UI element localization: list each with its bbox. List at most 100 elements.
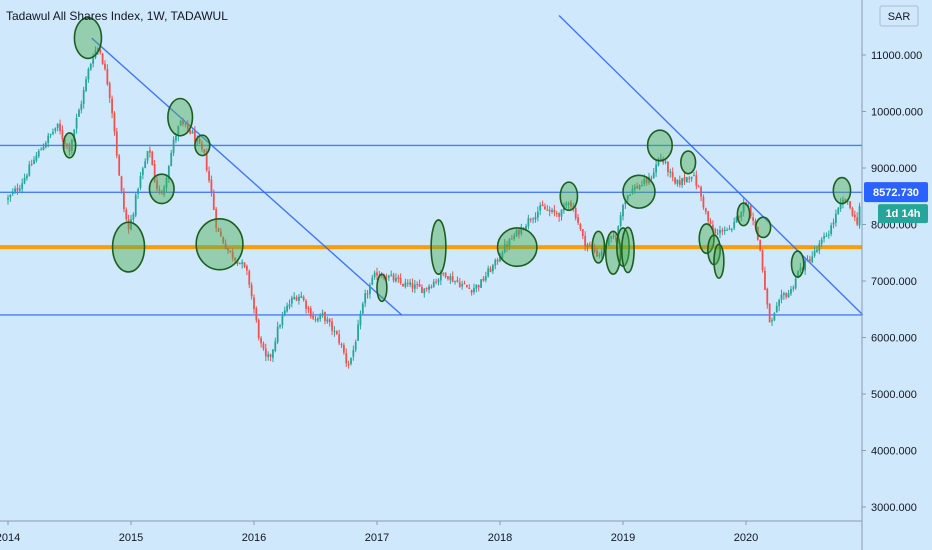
candle-body-320 — [764, 270, 766, 290]
y-tick-label-5: 6000.000 — [871, 333, 917, 345]
candle-body-255 — [610, 236, 613, 239]
candle-body-266 — [636, 186, 639, 189]
candle-body-346 — [825, 236, 828, 238]
candle-body-308 — [735, 216, 738, 223]
candle-body-352 — [839, 203, 842, 209]
candle-body-131 — [316, 318, 319, 321]
candle-body-193 — [463, 283, 466, 285]
candle-body-290 — [693, 175, 695, 177]
candle-body-69 — [170, 152, 173, 166]
candle-body-165 — [397, 277, 400, 279]
candle-body-348 — [830, 225, 833, 234]
countdown-badge — [878, 204, 928, 224]
candle-body-169 — [406, 282, 409, 284]
candle-body-149 — [359, 313, 362, 326]
candle-body-85 — [208, 171, 210, 181]
trend-lines-layer — [91, 14, 864, 316]
x-tick-label-2: 2016 — [242, 532, 266, 544]
candle-body-334 — [797, 271, 799, 278]
candle-body-141 — [340, 343, 343, 345]
candle-body-335 — [799, 268, 802, 272]
candle-body-58 — [144, 161, 147, 169]
y-tick-label-1: 10000.000 — [871, 107, 923, 119]
candle-body-274 — [655, 164, 658, 173]
candle-body-154 — [371, 277, 374, 285]
candle-body-55 — [137, 189, 139, 194]
candle-body-40 — [101, 53, 104, 65]
candle-body-338 — [806, 259, 809, 262]
x-tick-label-1: 2015 — [119, 532, 143, 544]
candle-body-124 — [300, 295, 303, 298]
candle-body-211 — [506, 244, 508, 248]
candle-body-233 — [558, 213, 561, 217]
candle-body-337 — [804, 260, 807, 271]
candle-body-349 — [832, 222, 835, 225]
candle-body-102 — [248, 271, 251, 285]
candle-body-54 — [134, 194, 137, 216]
candle-body-181 — [435, 281, 438, 283]
candle-body-351 — [837, 208, 840, 214]
candle-body-356 — [849, 201, 851, 208]
candle-body-137 — [331, 321, 333, 331]
candle-body-263 — [629, 194, 631, 196]
candle-body-200 — [480, 279, 482, 288]
candle-body-101 — [246, 266, 248, 271]
highlight-circle-3 — [148, 173, 175, 205]
candle-body-358 — [853, 214, 856, 218]
candle-body-22 — [59, 123, 61, 131]
candle-body-148 — [357, 324, 359, 341]
x-axis[interactable]: 2014 2015 2016 2017 2018 2019 2020 — [0, 521, 758, 544]
candle-body-267 — [638, 185, 641, 190]
candle-body-311 — [742, 202, 745, 213]
candle-body-167 — [402, 283, 404, 287]
candle-body-178 — [428, 286, 430, 290]
candle-body-150 — [361, 303, 364, 314]
candle-body-270 — [645, 178, 648, 183]
highlight-circle-8 — [430, 219, 447, 276]
candle-body-79 — [193, 130, 196, 142]
candle-body-257 — [615, 236, 617, 240]
highlight-circle-4 — [167, 97, 194, 137]
candle-body-179 — [430, 286, 433, 288]
candle-body-24 — [63, 139, 66, 145]
candle-body-93 — [227, 247, 229, 251]
candle-body-303 — [723, 229, 726, 231]
highlight-circle-1 — [73, 16, 103, 60]
candle-body-49 — [123, 191, 125, 210]
candle-body-81 — [198, 138, 201, 144]
candle-body-174 — [418, 284, 421, 287]
currency-box[interactable] — [879, 5, 919, 27]
candle-body-106 — [257, 320, 260, 339]
candle-body-25 — [66, 143, 69, 145]
candle-body-5 — [18, 188, 21, 191]
candle-body-129 — [312, 316, 315, 319]
candle-body-27 — [70, 139, 73, 151]
candle-body-78 — [191, 131, 194, 134]
candle-body-249 — [596, 250, 598, 257]
candle-body-201 — [482, 278, 485, 281]
candle-body-210 — [503, 243, 506, 253]
candle-body-209 — [501, 252, 504, 259]
candle-body-109 — [264, 348, 267, 357]
candle-body-38 — [96, 48, 99, 51]
candle-body-339 — [808, 259, 811, 262]
candle-body-175 — [421, 286, 423, 293]
candle-body-31 — [80, 103, 83, 110]
candle-body-113 — [274, 341, 277, 351]
candle-body-359 — [856, 217, 859, 225]
candle-body-186 — [447, 276, 449, 280]
highlight-circle-23 — [790, 250, 805, 278]
candle-body-161 — [387, 275, 390, 278]
candle-body-323 — [771, 320, 773, 322]
candle-body-96 — [234, 258, 236, 261]
candle-body-118 — [286, 305, 289, 312]
candle-body-17 — [47, 135, 50, 144]
candle-body-321 — [766, 288, 769, 305]
candle-body-47 — [118, 155, 121, 176]
highlight-circle-9 — [496, 227, 538, 268]
highlight-circle-22 — [755, 216, 772, 239]
highlight-circle-16 — [646, 129, 674, 162]
candle-body-135 — [326, 319, 329, 322]
candle-body-123 — [298, 296, 300, 301]
